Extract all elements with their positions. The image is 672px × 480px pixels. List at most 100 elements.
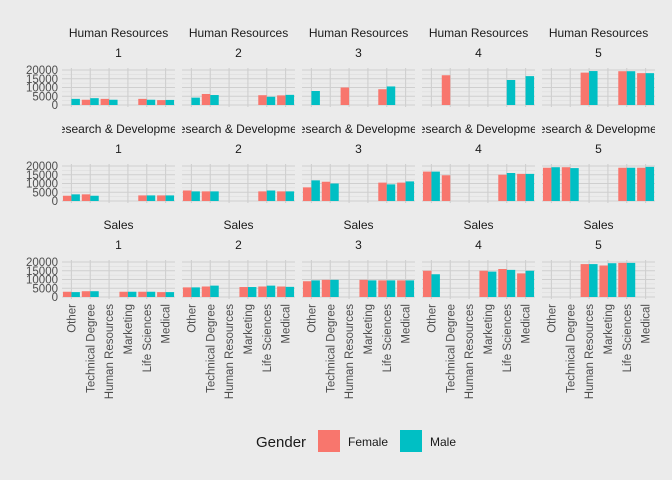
bar-female [138,195,147,201]
bar-female [258,286,267,297]
facet-row-label: Research & Development [410,122,547,136]
x-tick-label: Medical [401,304,413,344]
bar-male [146,291,156,297]
facet-strip [422,24,535,64]
facet-strip [182,120,295,160]
bar-male [525,270,535,297]
facet-col-label: 1 [115,46,122,60]
bar-female [479,270,488,297]
facet-row-label: Research & Development [530,122,667,136]
x-tick-label: Life Sciences [622,304,634,373]
bar-female [422,270,432,297]
x-tick-label: Technical Degree [445,304,457,393]
y-tick-label: 0 [52,196,58,208]
x-tick-label: Technical Degree [325,304,337,393]
bar-male [487,271,497,297]
bar-male [191,97,200,105]
bar-female [201,191,211,201]
bar-female [561,167,571,201]
facet-strip [182,216,295,256]
bar-male [645,73,655,105]
bar-male [191,191,200,201]
bar-female [81,194,91,201]
bar-male [626,262,636,297]
facet-row-label: Research & Development [50,122,187,136]
facet-strip [542,216,655,256]
facet-col-label: 4 [475,142,482,156]
bar-male [525,76,535,105]
bar-female [157,195,166,201]
bar-female [498,174,507,201]
bar-female [580,72,590,105]
x-tick-label: Human Resources [344,304,356,399]
bar-male [367,280,377,297]
bar-female [81,99,91,105]
facet-col-label: 2 [235,46,242,60]
bar-male [506,173,516,201]
bar-female [277,286,286,297]
bar-male [165,195,175,201]
facet-strip [302,24,415,64]
facet-row-label: Sales [583,218,613,232]
bar-male [405,181,415,201]
bar-female [62,291,72,297]
bar-female [100,98,110,105]
x-tick-label: Medical [521,304,533,344]
bar-female [138,98,147,105]
facet-row-label: Human Resources [429,26,528,40]
facet-col-label: 1 [115,142,122,156]
bar-female [378,89,387,105]
x-tick-label: Technical Degree [565,304,577,393]
x-tick-label: Marketing [123,304,135,355]
bar-female [378,280,387,297]
x-tick-label: Life Sciences [142,304,154,373]
bar-female [182,287,192,297]
bar-male [626,167,636,201]
facet-strip [542,24,655,64]
x-tick-label: Other [306,304,318,333]
bar-male [165,292,175,297]
facet-col-label: 5 [595,238,602,252]
y-tick-label: 5000 [32,283,58,295]
bar-female [81,291,91,297]
bar-male [266,190,276,201]
bar-female [378,182,387,201]
facet-strip [422,120,535,160]
legend-title: Gender [256,434,306,451]
bar-female [618,167,627,201]
bar-female [441,75,451,105]
bar-female [542,167,552,201]
bar-male [607,263,617,297]
y-tick-label: 20000 [26,65,58,77]
bar-female [138,291,147,297]
facet-row-label: Human Resources [189,26,288,40]
facet-row-label: Human Resources [309,26,408,40]
facet-strip [302,120,415,160]
bar-male [71,98,80,105]
bar-female [618,262,627,297]
facet-strip [62,24,175,64]
x-tick-label: Marketing [243,304,255,355]
bar-female [258,95,267,105]
bar-female [62,195,72,201]
bar-female [599,265,608,297]
facet-row-label: Research & Development [290,122,427,136]
bar-male [330,279,339,297]
bar-male [311,280,320,297]
x-tick-label: Human Resources [584,304,596,399]
bar-male [90,195,99,201]
facet-strip [62,216,175,256]
bar-female [239,287,248,297]
facet-row-label: Sales [343,218,373,232]
x-tick-label: Human Resources [104,304,116,399]
legend-label-male: Male [430,435,456,449]
x-tick-label: Other [186,304,198,333]
facet-col-label: 1 [115,238,122,252]
facet-row-label: Sales [103,218,133,232]
x-tick-label: Life Sciences [262,304,274,373]
y-tick-label: 0 [52,292,58,304]
bar-female [340,87,350,105]
bar-male [551,167,560,201]
facet-row-label: Human Resources [549,26,648,40]
facet-row-label: Sales [463,218,493,232]
